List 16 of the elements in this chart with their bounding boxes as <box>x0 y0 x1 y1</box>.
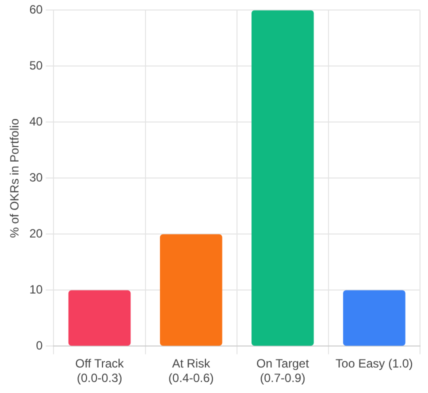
y-tick-label: 10 <box>29 282 44 297</box>
y-tick-label: 0 <box>36 338 44 353</box>
bar <box>252 10 314 346</box>
x-tick-label: On Target (0.7-0.9) <box>256 356 310 386</box>
y-tick-label: 50 <box>29 58 44 73</box>
bar <box>343 290 406 346</box>
x-tick-label: Too Easy (1.0) <box>336 356 413 371</box>
x-tick-label: At Risk (0.4-0.6) <box>168 356 214 386</box>
y-tick-label: 20 <box>29 226 44 241</box>
bar <box>160 234 222 346</box>
bar <box>68 290 131 346</box>
y-axis-title: % of OKRs in Portfolio <box>8 118 22 238</box>
y-tick-label: 40 <box>29 114 44 129</box>
y-tick-label: 30 <box>29 170 44 185</box>
y-tick-label: 60 <box>29 2 44 17</box>
x-tick-label: Off Track (0.0-0.3) <box>75 356 125 386</box>
